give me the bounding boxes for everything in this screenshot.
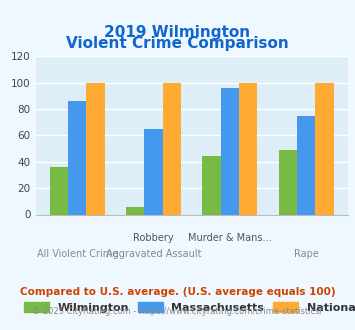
Text: © 2025 CityRating.com - https://www.cityrating.com/crime-statistics/: © 2025 CityRating.com - https://www.city…	[32, 307, 323, 316]
Bar	[297, 115, 315, 214]
Bar	[126, 207, 144, 215]
Bar	[50, 167, 68, 214]
Text: Violent Crime Comparison: Violent Crime Comparison	[66, 36, 289, 51]
Bar	[163, 82, 181, 214]
Text: Compared to U.S. average. (U.S. average equals 100): Compared to U.S. average. (U.S. average …	[20, 287, 335, 297]
Bar	[144, 129, 163, 214]
Text: Rape: Rape	[294, 249, 319, 259]
Text: 2019 Wilmington: 2019 Wilmington	[104, 25, 251, 40]
Bar	[239, 82, 257, 214]
Bar	[279, 150, 297, 214]
Text: Robbery: Robbery	[133, 233, 174, 243]
Bar	[221, 88, 239, 214]
Text: Aggravated Assault: Aggravated Assault	[106, 249, 201, 259]
Bar	[86, 82, 105, 214]
Bar	[202, 156, 221, 214]
Bar	[68, 101, 86, 214]
Text: All Violent Crime: All Violent Crime	[37, 249, 118, 259]
Bar	[315, 82, 334, 214]
Legend: Wilmington, Massachusetts, National: Wilmington, Massachusetts, National	[24, 302, 355, 313]
Text: Murder & Mans...: Murder & Mans...	[188, 233, 272, 243]
